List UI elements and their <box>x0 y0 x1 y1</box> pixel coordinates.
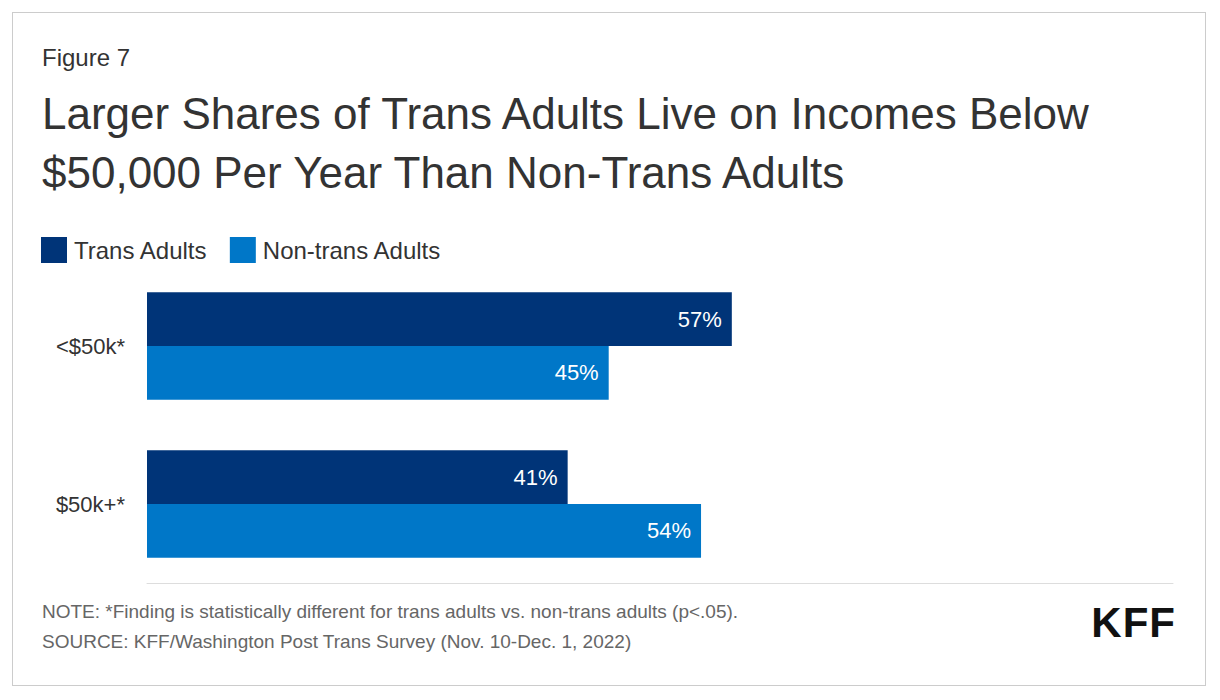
svg-text:Non-trans Adults: Non-trans Adults <box>263 237 440 264</box>
html-text:SOURCE: KFF/Washington Post Tr: SOURCE: KFF/Washington Post Trans Survey… <box>42 631 632 652</box>
html-text:KFF: KFF <box>1091 599 1176 646</box>
html-text:Figure 7: Figure 7 <box>42 44 130 71</box>
svg-text:45%: 45% <box>555 360 599 385</box>
svg-text:$50k+*: $50k+* <box>56 492 126 517</box>
svg-text:<$50k*: <$50k* <box>56 334 126 359</box>
html-text:Larger Shares of Trans Adults: Larger Shares of Trans Adults Live on In… <box>42 89 1089 197</box>
html-text:NOTE: *Finding is statisticall: NOTE: *Finding is statistically differen… <box>42 601 739 622</box>
svg-text:41%: 41% <box>514 465 558 490</box>
svg-text:Trans Adults: Trans Adults <box>74 237 207 264</box>
svg-text:54%: 54% <box>647 518 691 543</box>
svg-text:57%: 57% <box>678 307 722 332</box>
